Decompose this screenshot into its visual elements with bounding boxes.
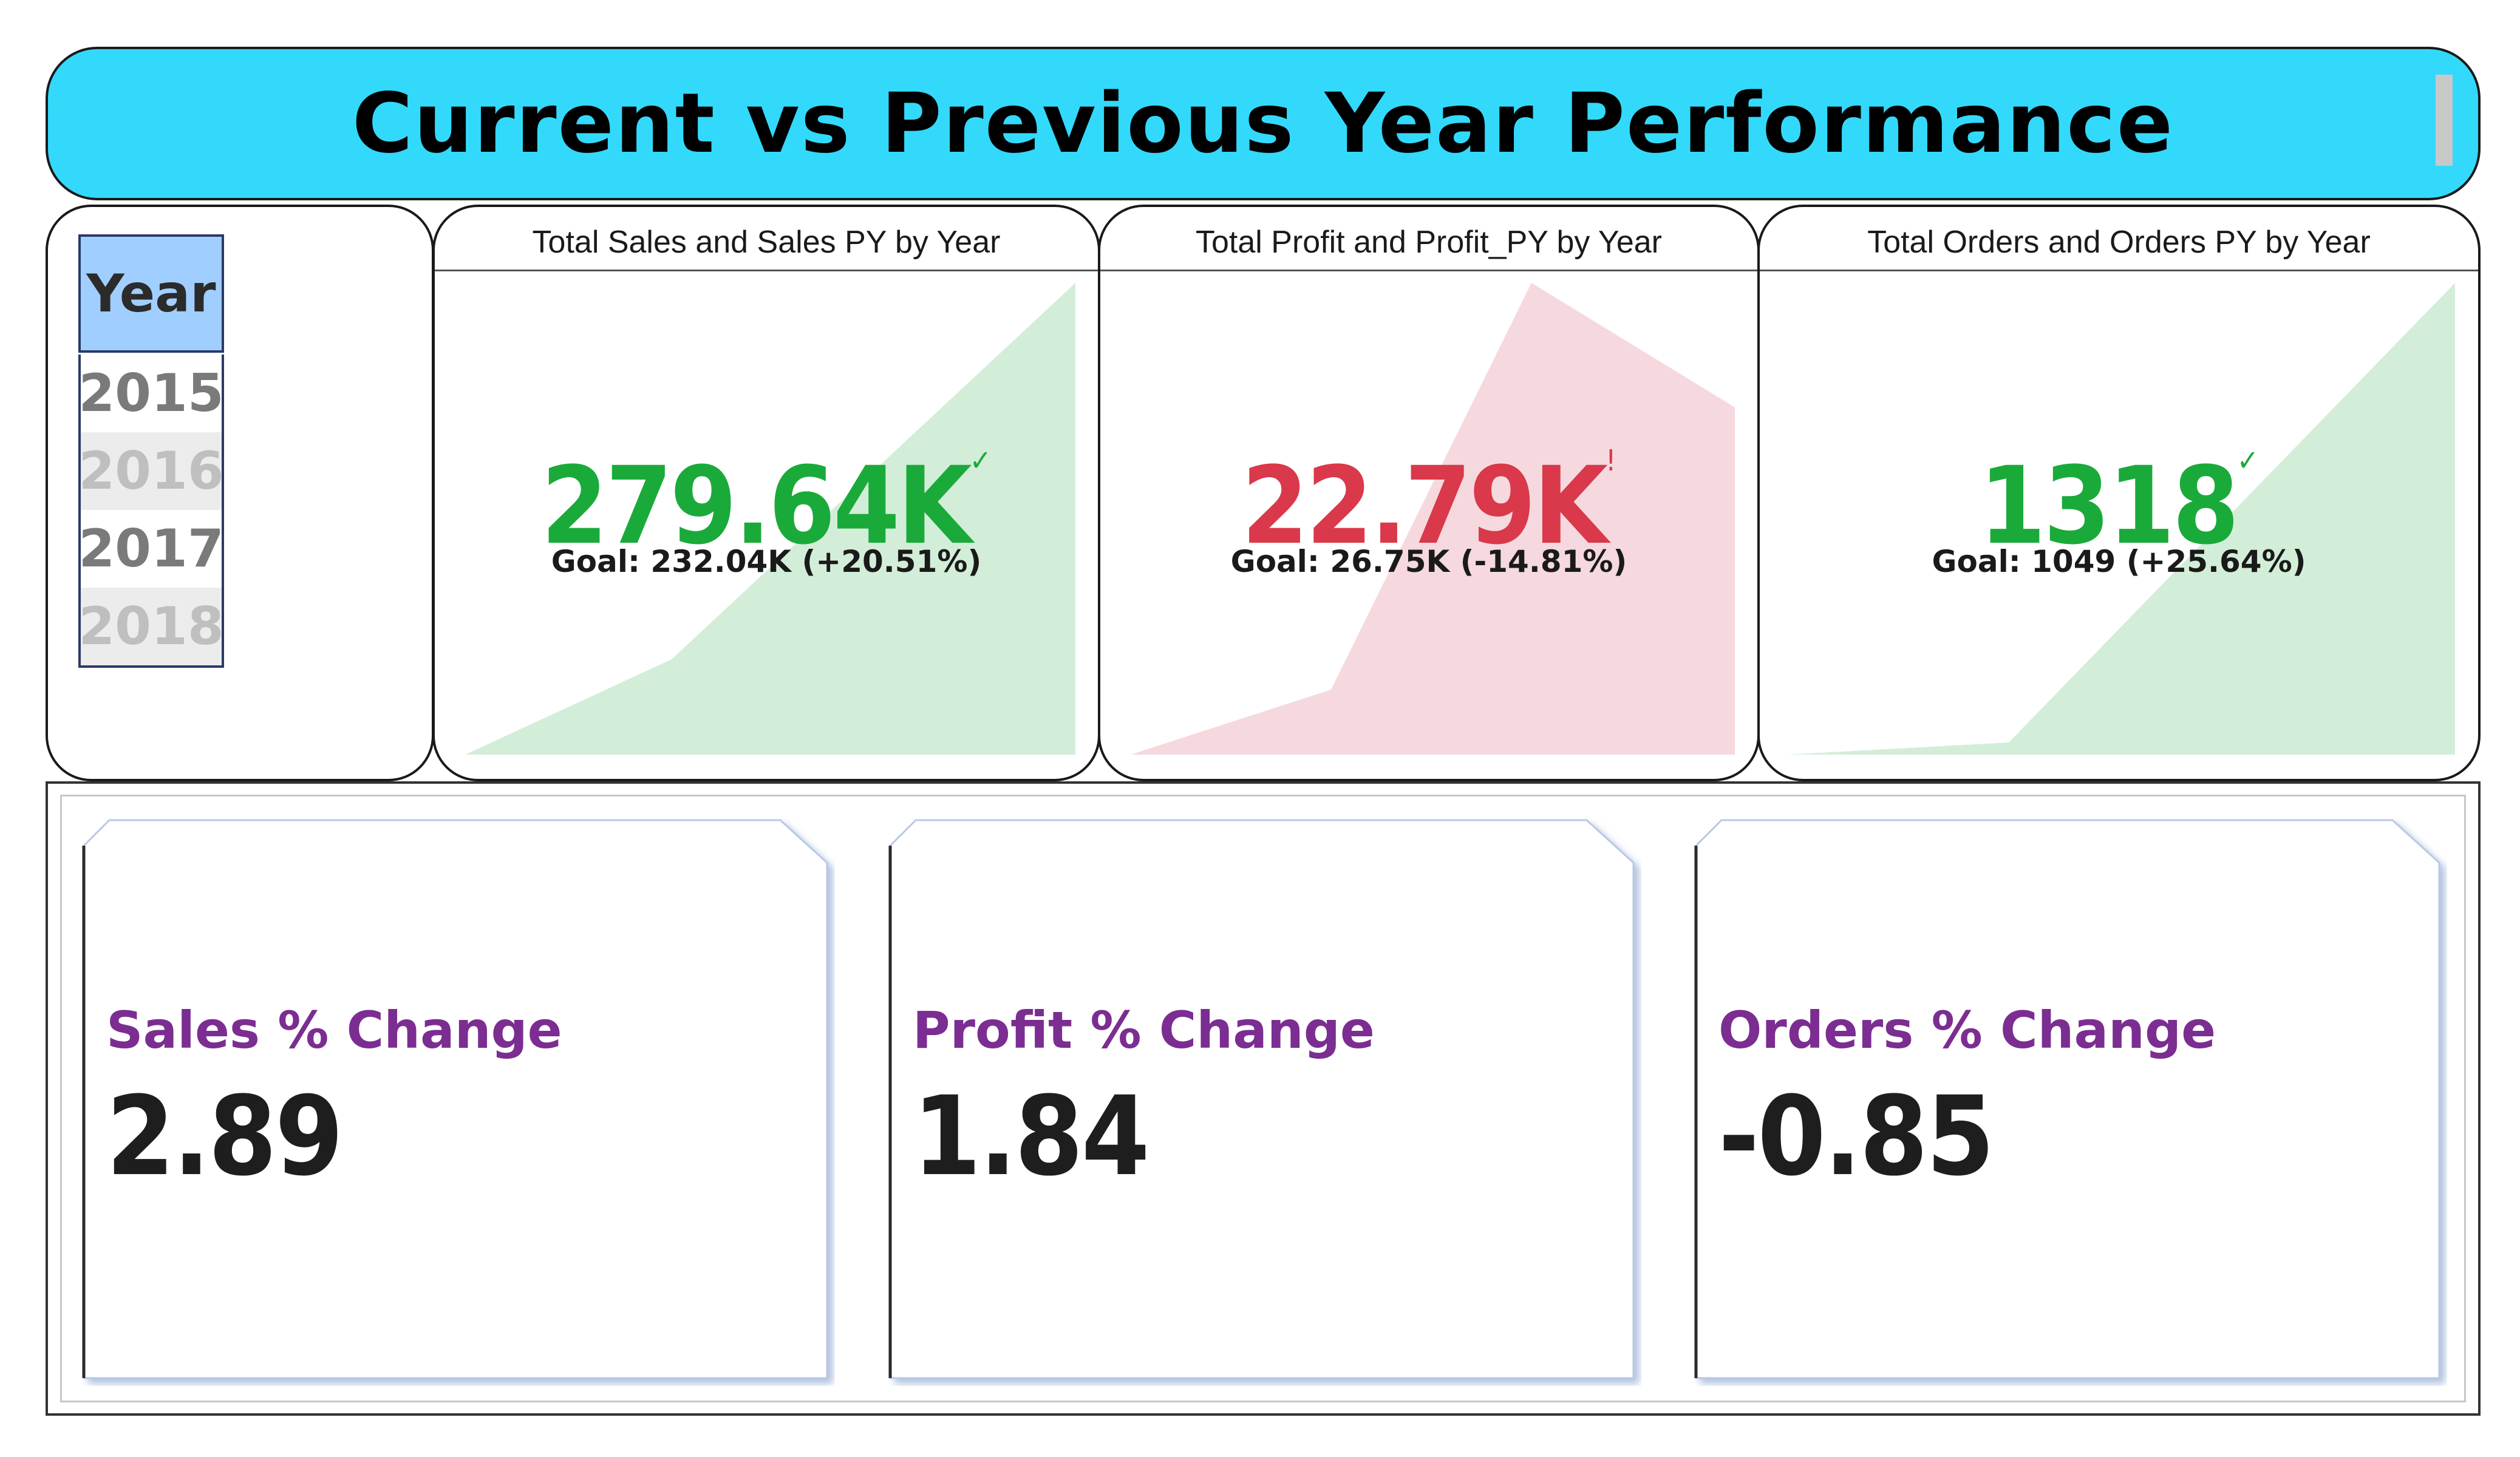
kpi-value: 279.64K: [541, 444, 972, 568]
change-panel-inner: [60, 795, 2466, 1402]
kpi-divider: [435, 270, 1098, 271]
kpi-card-orders[interactable]: Total Orders and Orders PY by Year 1318✓…: [1757, 205, 2481, 781]
orders-change-card[interactable]: Orders % Change -0.85: [1694, 818, 2441, 1380]
change-label: Orders % Change: [1718, 1000, 2216, 1060]
year-slicer-card: Year 2015 2016 2017 2018: [46, 205, 434, 781]
kpi-divider: [1100, 270, 1757, 271]
sales-trend-fill: [465, 283, 1075, 755]
kpi-card-sales[interactable]: Total Sales and Sales PY by Year 279.64K…: [432, 205, 1100, 781]
kpi-value-wrap: 279.64K✓: [435, 444, 1098, 568]
orders-trend-fill: [1787, 283, 2455, 755]
kpi-title: Total Orders and Orders PY by Year: [1867, 225, 2371, 260]
kpi-title: Total Sales and Sales PY by Year: [532, 225, 1001, 260]
kpi-goal: Goal: 232.04K (+20.51%): [551, 544, 982, 579]
orders-trend-area: [1787, 283, 2455, 755]
slicer-item-2017[interactable]: 2017: [78, 510, 224, 588]
page-title: Current vs Previous Year Performance: [352, 75, 2174, 172]
change-label: Profit % Change: [913, 1000, 1375, 1060]
warning-icon: !: [1606, 444, 1616, 478]
kpi-goal: Goal: 1049 (+25.64%): [1932, 544, 2306, 579]
change-label: Sales % Change: [106, 1000, 562, 1060]
kpi-value-wrap: 1318✓: [1760, 444, 2478, 568]
slicer-item-2015[interactable]: 2015: [78, 355, 224, 432]
slicer-list: 2015 2016 2017 2018: [78, 355, 224, 668]
profit-trend-fill: [1131, 283, 1735, 755]
kpi-divider: [1760, 270, 2478, 271]
card-shape: [1694, 819, 2440, 1379]
card-shape: [82, 819, 828, 1379]
check-icon: ✓: [2236, 444, 2259, 478]
kpi-value: 1318: [1979, 444, 2239, 568]
slicer-item-2016[interactable]: 2016: [78, 432, 224, 510]
kpi-goal: Goal: 26.75K (-14.81%): [1230, 544, 1627, 579]
check-icon: ✓: [969, 444, 992, 478]
title-banner: Current vs Previous Year Performance: [46, 47, 2481, 200]
profit-trend-area: [1131, 283, 1735, 755]
sales-change-card[interactable]: Sales % Change 2.89: [82, 818, 829, 1380]
change-value: 2.89: [106, 1073, 344, 1200]
kpi-title: Total Profit and Profit_PY by Year: [1196, 225, 1662, 260]
card-shape: [888, 819, 1635, 1379]
kpi-value: 22.79K: [1241, 444, 1609, 568]
scrollbar-handle[interactable]: [2436, 75, 2453, 166]
sales-trend-area: [465, 283, 1075, 755]
year-slicer: Year 2015 2016 2017 2018: [78, 234, 224, 668]
change-value: -0.85: [1718, 1073, 1995, 1200]
slicer-item-2018[interactable]: 2018: [78, 588, 224, 665]
change-value: 1.84: [913, 1073, 1150, 1200]
slicer-header: Year: [78, 234, 224, 353]
profit-change-card[interactable]: Profit % Change 1.84: [888, 818, 1635, 1380]
kpi-value-wrap: 22.79K!: [1100, 444, 1757, 568]
kpi-card-profit[interactable]: Total Profit and Profit_PY by Year 22.79…: [1098, 205, 1760, 781]
